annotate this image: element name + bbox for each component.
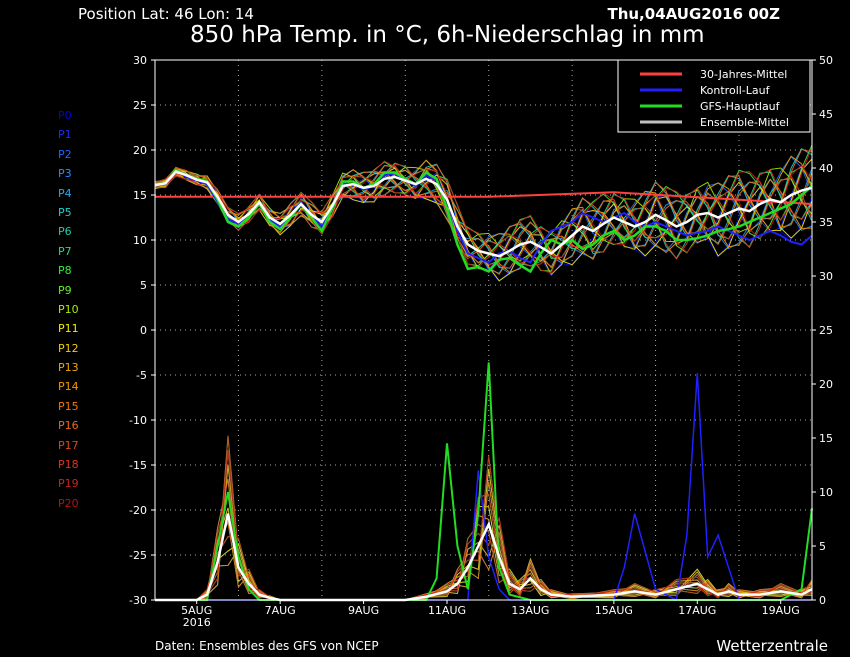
left-tick-label: 10 xyxy=(133,234,147,247)
left-tick-label: -20 xyxy=(129,504,147,517)
right-tick-label: 20 xyxy=(819,378,833,391)
x-tick-label: 7AUG xyxy=(265,604,296,617)
member-label-p19: P19 xyxy=(58,477,79,491)
member-label-p8: P8 xyxy=(58,264,72,278)
chart-title: 850 hPa Temp. in °C, 6h-Niederschlag in … xyxy=(190,22,705,48)
mean-precip-line xyxy=(155,513,813,602)
member-temp-line-p18 xyxy=(154,163,813,269)
axes-layer: 302520151050-5-10-15-20-25-3050454035302… xyxy=(129,54,833,629)
main-series-layer xyxy=(154,168,813,602)
member-label-p6: P6 xyxy=(58,225,72,239)
left-tick-label: -15 xyxy=(129,459,147,472)
mean-temp-line xyxy=(154,170,813,258)
member-precip-line-p0 xyxy=(155,450,813,601)
member-label-p3: P3 xyxy=(58,167,72,181)
x-tick-label: 15AUG xyxy=(595,604,633,617)
right-tick-label: 45 xyxy=(819,108,833,121)
left-tick-label: 30 xyxy=(133,54,147,67)
position-label: Position Lat: 46 Lon: 14 xyxy=(78,5,254,23)
climate-temp-line xyxy=(155,191,813,205)
member-label-p9: P9 xyxy=(58,283,72,297)
control-precip-line xyxy=(155,373,812,602)
member-label-p20: P20 xyxy=(58,496,79,510)
legend: 30-Jahres-Mittel Kontroll-Lauf GFS-Hauptla… xyxy=(617,59,811,133)
member-precip-line-p20 xyxy=(155,450,813,601)
x-tick-label: 17AUG xyxy=(678,604,716,617)
main-precip-line xyxy=(155,362,813,601)
right-tick-label: 5 xyxy=(819,540,826,553)
right-tick-label: 35 xyxy=(819,216,833,229)
member-precip-line-p12 xyxy=(155,468,813,601)
x-tick-label: 5AUG xyxy=(181,604,212,617)
member-label-p2: P2 xyxy=(58,147,72,161)
x-tick-sublabel: 2016 xyxy=(183,616,211,629)
brand-label: Wetterzentrale xyxy=(716,637,828,655)
member-label-p7: P7 xyxy=(58,244,72,258)
member-label-p13: P13 xyxy=(58,361,79,375)
data-source-label: Daten: Ensembles des GFS von NCEP xyxy=(155,639,379,653)
left-tick-label: -30 xyxy=(129,594,147,607)
member-temp-line-p17 xyxy=(154,167,813,267)
right-tick-label: 25 xyxy=(819,324,833,337)
left-tick-label: -25 xyxy=(129,549,147,562)
member-precip-line-p13 xyxy=(155,464,813,601)
member-label-p1: P1 xyxy=(58,128,72,142)
main-temp-line xyxy=(154,168,813,274)
right-tick-label: 15 xyxy=(819,432,833,445)
right-tick-label: 50 xyxy=(819,54,833,67)
right-tick-label: 40 xyxy=(819,162,833,175)
legend-label: GFS-Hauptlauf xyxy=(700,100,781,113)
left-tick-label: -10 xyxy=(129,414,147,427)
legend-label: 30-Jahres-Mittel xyxy=(700,68,787,81)
member-label-p14: P14 xyxy=(58,380,79,394)
member-label-p0: P0 xyxy=(58,109,72,122)
member-temp-line-p10 xyxy=(154,166,813,262)
member-label-p15: P15 xyxy=(58,399,79,413)
left-tick-label: 5 xyxy=(140,279,147,292)
member-label-p5: P5 xyxy=(58,205,72,219)
x-tick-label: 13AUG xyxy=(511,604,549,617)
member-label-p18: P18 xyxy=(58,458,79,472)
run-date: Thu,04AUG2016 00Z xyxy=(607,5,780,23)
legend-label: Kontroll-Lauf xyxy=(700,84,771,97)
member-list: P0 P1 P2 P3 P4 P5 P6 P7 P8 P9 P10 P11 P12 P13 P14 P15 P1… xyxy=(58,109,79,517)
legend-box xyxy=(617,59,811,133)
grid-layer xyxy=(155,60,812,600)
x-tick-label: 11AUG xyxy=(428,604,466,617)
member-label-p12: P12 xyxy=(58,341,79,355)
member-precip-line-p19 xyxy=(155,456,813,601)
left-tick-label: 20 xyxy=(133,144,147,157)
x-tick-label: 9AUG xyxy=(348,604,379,617)
x-tick-label: 19AUG xyxy=(762,604,800,617)
member-label-p4: P4 xyxy=(58,186,72,200)
member-label-p17: P17 xyxy=(58,438,79,452)
left-tick-label: 15 xyxy=(133,189,147,202)
member-precip-line-p10 xyxy=(155,450,813,601)
left-tick-label: 25 xyxy=(133,99,147,112)
right-tick-label: 30 xyxy=(819,270,833,283)
member-label-p10: P10 xyxy=(58,302,79,316)
member-label-p16: P16 xyxy=(58,419,79,433)
legend-label: Ensemble-Mittel xyxy=(700,116,789,129)
left-tick-label: 0 xyxy=(140,324,147,337)
member-label-p11: P11 xyxy=(58,322,79,336)
left-tick-label: -5 xyxy=(136,369,147,382)
right-tick-label: 10 xyxy=(819,486,833,499)
right-tick-label: 0 xyxy=(819,594,826,607)
